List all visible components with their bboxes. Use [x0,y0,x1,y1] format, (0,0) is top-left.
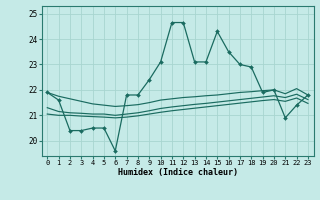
X-axis label: Humidex (Indice chaleur): Humidex (Indice chaleur) [118,168,237,177]
